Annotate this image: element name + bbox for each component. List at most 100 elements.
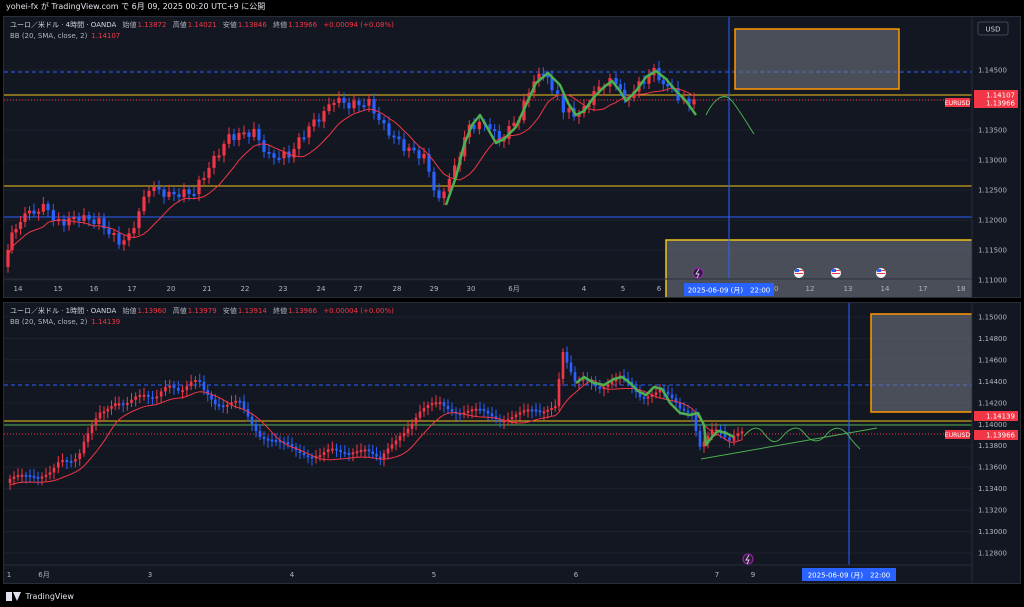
candle-body — [474, 408, 478, 411]
us-flag-icon[interactable] — [794, 268, 804, 278]
candle-body — [412, 147, 416, 151]
chart-pane-1h[interactable]: 1.15000 1.14800 1.14600 1.14400 1.14200 1.140… — [3, 302, 1021, 584]
candle-body — [382, 453, 386, 460]
high-label: 高値 — [172, 307, 187, 315]
footer-bar: TradingView — [0, 586, 1024, 607]
candle-body — [442, 402, 446, 406]
candle-body — [167, 191, 171, 197]
candle-body — [678, 402, 682, 409]
price-tick-label: 1.14500 — [978, 67, 1007, 75]
wave-drawing[interactable] — [575, 375, 735, 447]
candle-body — [151, 397, 154, 400]
candle-body — [254, 424, 258, 432]
wave-drawing[interactable] — [444, 69, 698, 206]
candle-body — [312, 119, 316, 127]
candle-body — [537, 73, 541, 82]
symbol-tag-text: EURUSD — [945, 432, 971, 439]
currency-button[interactable] — [977, 21, 1009, 36]
chart-canvas-1h[interactable]: 1.15000 1.14800 1.14600 1.14400 1.14200 1.140… — [4, 303, 1020, 583]
candle-body — [164, 386, 167, 392]
projection-wave[interactable] — [743, 427, 861, 450]
candle-body — [723, 430, 727, 438]
candlestick-series[interactable] — [8, 346, 744, 490]
candle-body — [197, 179, 201, 195]
candle-body — [28, 475, 32, 478]
candle-body — [498, 418, 502, 421]
bb-value-tag — [974, 90, 1018, 100]
candle-body — [646, 396, 650, 399]
candle-body — [206, 390, 210, 395]
flash-event-icon[interactable] — [742, 553, 754, 565]
candle-body — [8, 478, 12, 483]
candle-body — [466, 410, 470, 413]
bb-value: 1.14107 — [91, 32, 121, 40]
close-value: 1.13966 — [288, 21, 318, 29]
bb-legend[interactable]: BB (20, SMA, close, 2) 1.14139 — [10, 317, 120, 327]
date-tick-label: 14 — [881, 285, 890, 293]
publish-title: yohei-fx が TradingView.com で 6月 09, 2025… — [6, 2, 266, 11]
candle-body — [106, 408, 110, 412]
candlestick-series[interactable] — [6, 61, 696, 273]
candle-body — [18, 221, 23, 229]
candle-body — [541, 73, 545, 76]
candle-body — [134, 396, 137, 400]
symbol-tag — [945, 98, 970, 107]
candle-body — [112, 233, 116, 236]
us-flag-icon[interactable] — [831, 268, 841, 278]
date-tick-label: 23 — [279, 285, 288, 293]
date-tick-label: 16 — [90, 285, 99, 293]
candle-body — [442, 191, 446, 199]
candle-body — [427, 153, 431, 172]
bollinger-basis-line[interactable] — [7, 87, 695, 257]
bb-value: 1.14139 — [91, 318, 121, 326]
candle-body — [207, 167, 211, 178]
candle-body — [14, 228, 18, 233]
price-tick-label: 1.13600 — [978, 464, 1007, 472]
date-tick-label: 9 — [751, 571, 755, 579]
candle-body — [367, 449, 371, 452]
candle-body — [194, 380, 197, 383]
projection-wave[interactable] — [705, 96, 755, 135]
price-axis[interactable] — [972, 17, 1020, 297]
candle-body — [502, 420, 506, 423]
candle-body — [44, 474, 48, 477]
candle-body — [82, 215, 86, 221]
ascending-trendline[interactable] — [700, 427, 878, 460]
candle-body — [390, 444, 394, 449]
chart-canvas-4h[interactable]: 1.145001.140001.135001.130001.125001.120… — [4, 17, 1020, 297]
date-tick-label: 27 — [354, 285, 363, 293]
candle-body — [322, 452, 326, 456]
candle-body — [372, 99, 376, 114]
price-tick-label: 1.12000 — [978, 217, 1007, 225]
flash-event-icon[interactable] — [692, 267, 704, 279]
target-zone-box[interactable] — [870, 313, 977, 413]
crosshair-time-text: 2025-06-09 (月) 22:00 — [688, 287, 771, 295]
candle-body — [422, 407, 426, 412]
candle-body — [638, 391, 642, 397]
candle-body — [402, 139, 406, 151]
bb-value-tag — [974, 411, 1018, 421]
footer-brand: TradingView — [25, 592, 74, 601]
candle-body — [347, 452, 351, 455]
candle-body — [710, 429, 714, 436]
price-tick-label: 1.15000 — [978, 314, 1007, 322]
us-flag-icon[interactable] — [876, 268, 886, 278]
bollinger-basis-line[interactable] — [9, 379, 743, 486]
candle-body — [658, 389, 662, 393]
candle-body — [352, 100, 356, 109]
chart-pane-4h[interactable]: 1.145001.140001.135001.130001.125001.120… — [3, 16, 1021, 298]
price-axis[interactable] — [972, 303, 1020, 583]
candle-body — [355, 451, 359, 454]
price-tick-label: 1.12800 — [978, 550, 1007, 558]
candle-body — [262, 436, 266, 439]
candle-body — [185, 386, 189, 391]
price-tick-label: 1.13500 — [978, 127, 1007, 135]
candle-body — [462, 412, 466, 415]
target-zone-box[interactable] — [734, 28, 900, 90]
bb-legend[interactable]: BB (20, SMA, close, 2) 1.14107 — [10, 31, 120, 41]
candle-body — [450, 409, 454, 412]
candle-body — [546, 409, 550, 412]
candle-body — [342, 97, 346, 103]
candle-body — [90, 425, 94, 434]
candle-body — [426, 405, 430, 408]
